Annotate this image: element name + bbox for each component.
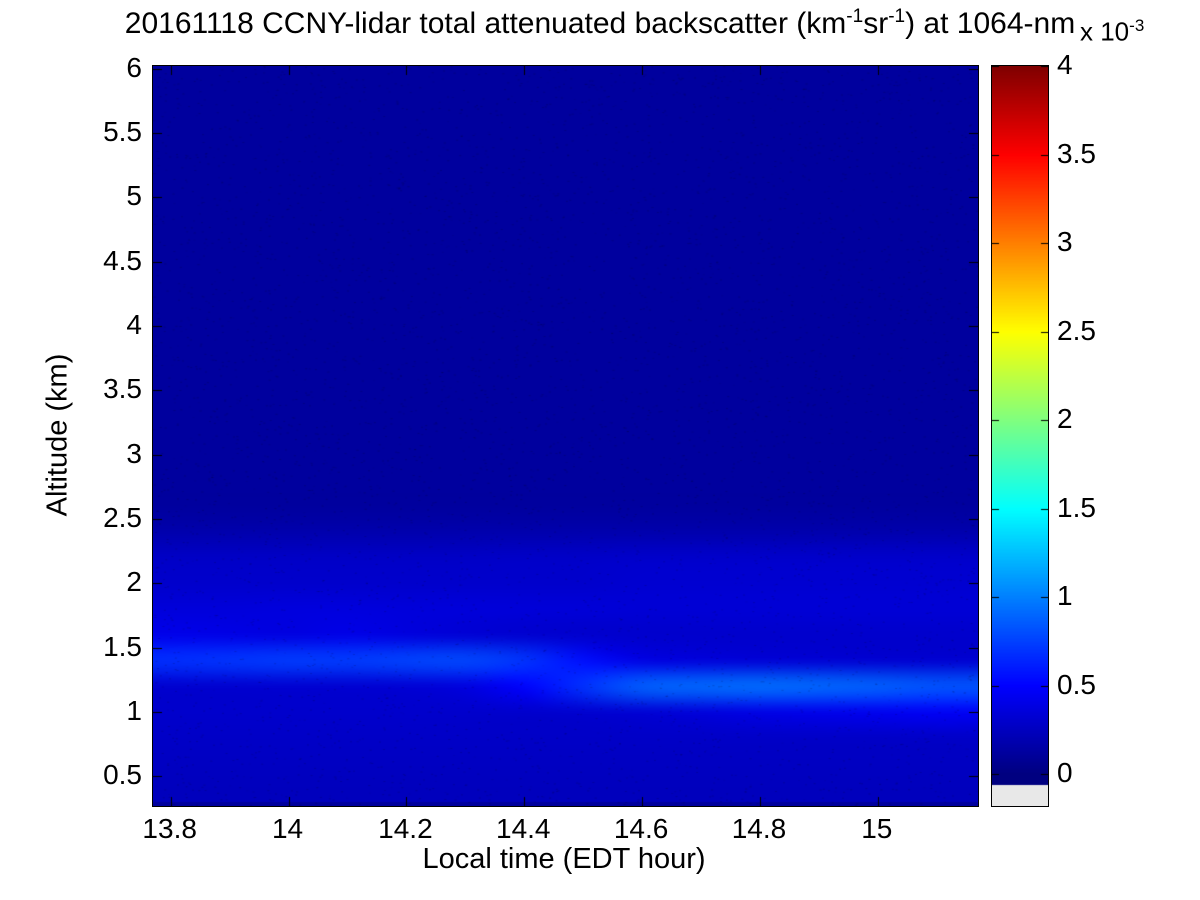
y-tick-label: 2.5 [103,502,142,533]
y-tick-label: 2 [126,566,142,598]
x-tick-label: 14.6 [613,813,669,844]
heatmap-canvas [152,65,979,807]
title-superscript: -1 [888,6,906,27]
colorbar-tick-label: 2.5 [1057,314,1096,346]
colorbar-tick-label: 4 [1057,49,1073,80]
colorbar-exponent-superscript: -3 [1129,16,1145,35]
y-tick-label: 4.5 [103,244,142,276]
y-tick-label: 5.5 [103,115,142,147]
x-axis-label: Local time (EDT hour) [422,843,706,875]
x-tick-label: 14.4 [496,813,551,844]
title-text: sr [863,7,889,40]
y-tick-label: 6 [126,51,142,83]
y-tick-label: 3.5 [103,373,142,405]
x-tick-label: 14.2 [378,813,433,844]
title-text: 20161118 CCNY-lidar total attenuated bac… [124,7,847,40]
colorbar-tick-label: 0.5 [1057,668,1096,700]
x-tick-label: 14 [271,813,304,844]
y-tick-label: 1.5 [103,630,142,662]
colorbar-exponent: x 10-3 [1080,16,1144,48]
colorbar-tick-label: 1.5 [1057,491,1096,523]
x-tick-label: 14.8 [731,813,787,844]
colorbar-tick-label: 3 [1057,226,1073,257]
y-tick-label: 3 [126,437,142,469]
colorbar-tick-label: 3.5 [1057,137,1096,169]
colorbar-exponent-text: x 10 [1080,16,1130,47]
y-tick-label: 4 [126,308,142,340]
y-axis-label: Altitude (km) [41,353,74,517]
colorbar-tick-label: 0 [1057,757,1073,788]
colorbar-canvas [991,65,1049,807]
x-tick-label: 15 [861,813,893,844]
y-tick-label: 1 [126,695,142,727]
chart-title: 20161118 CCNY-lidar total attenuated bac… [0,6,1200,41]
colorbar-tick-label: 1 [1057,580,1073,611]
colorbar-tick-label: 2 [1057,403,1073,434]
x-tick-label: 13.8 [142,813,197,844]
title-text: ) at 1064-nm [905,7,1076,40]
y-tick-label: 5 [126,180,142,212]
title-superscript: -1 [846,6,864,27]
y-tick-label: 0.5 [103,759,142,791]
